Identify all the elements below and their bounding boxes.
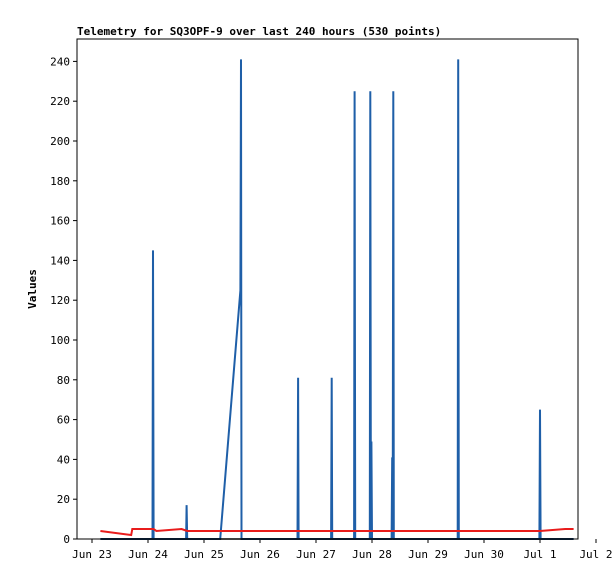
x-tick-label: Jun 30: [464, 548, 504, 561]
y-tick-label: 180: [50, 175, 70, 188]
y-tick-label: 80: [57, 374, 70, 387]
x-tick-label: Jun 24: [128, 548, 168, 561]
x-tick-label: Jun 27: [296, 548, 336, 561]
y-tick-label: 200: [50, 135, 70, 148]
y-tick-label: 60: [57, 414, 70, 427]
y-tick-label: 220: [50, 95, 70, 108]
x-tick-label: Jul 2: [579, 548, 612, 561]
series-line-0: [100, 59, 574, 540]
y-axis: 0 20 40 60 80 100 120 140 160 180 200 220 240: [50, 55, 77, 546]
x-tick-label: Jun 25: [184, 548, 224, 561]
x-axis: Jun 23 Jun 24 Jun 25 Jun 26 Jun 27 Jun 28 Jun …: [72, 539, 613, 561]
x-tick-label: Jun 23: [72, 548, 112, 561]
x-tick-label: Jun 26: [240, 548, 280, 561]
y-tick-label: 40: [57, 453, 70, 466]
y-tick-label: 0: [63, 533, 70, 546]
x-tick-label: Jul 1: [523, 548, 556, 561]
y-tick-label: 240: [50, 55, 70, 68]
series-line-1: [100, 527, 574, 537]
y-tick-label: 140: [50, 254, 70, 267]
y-tick-label: 160: [50, 215, 70, 228]
series-layer: [100, 59, 574, 540]
x-tick-label: Jun 29: [408, 548, 448, 561]
y-tick-label: 100: [50, 334, 70, 347]
x-tick-label: Jun 28: [352, 548, 392, 561]
y-axis-title: Values: [26, 269, 39, 309]
y-tick-label: 20: [57, 493, 70, 506]
chart-title: Telemetry for SQ3OPF-9 over last 240 hou…: [77, 25, 441, 38]
y-tick-label: 120: [50, 294, 70, 307]
